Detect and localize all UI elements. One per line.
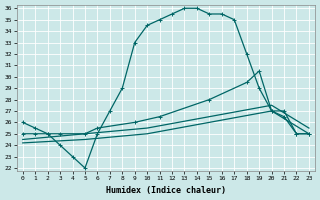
X-axis label: Humidex (Indice chaleur): Humidex (Indice chaleur): [106, 186, 226, 195]
